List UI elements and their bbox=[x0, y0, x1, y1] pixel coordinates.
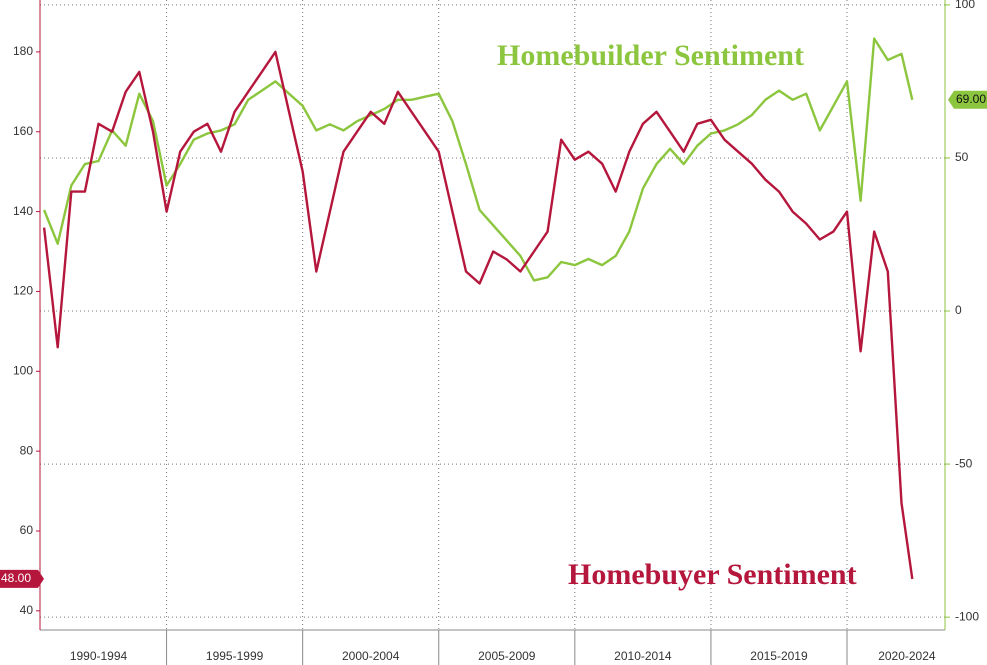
x-tick-label: 2020-2024 bbox=[878, 649, 936, 663]
value-tag bbox=[948, 90, 987, 109]
series-name: Homebuilder Sentiment bbox=[497, 39, 804, 72]
y-tick-label: 120 bbox=[13, 284, 33, 298]
y-tick-label: 80 bbox=[20, 443, 34, 457]
x-tick-label: 2000-2004 bbox=[342, 649, 400, 663]
series-name: Homebuyer Sentiment bbox=[568, 558, 857, 591]
series-line bbox=[42, 37, 914, 282]
y-tick-label: 180 bbox=[13, 44, 33, 58]
y-tick-label: 100 bbox=[13, 363, 33, 377]
y2-tick-label: 100 bbox=[955, 0, 975, 11]
y-tick-label: 140 bbox=[13, 204, 33, 218]
x-tick-label: 2010-2014 bbox=[614, 649, 672, 663]
y-tick-label: 60 bbox=[20, 523, 34, 537]
value-tag bbox=[0, 569, 44, 588]
y-tick-label: 40 bbox=[20, 603, 34, 617]
y2-tick-label: -100 bbox=[955, 609, 979, 623]
value-label: 69.00 bbox=[956, 92, 986, 106]
y-tick-label: 160 bbox=[13, 124, 33, 138]
series-line bbox=[42, 50, 914, 580]
x-tick-label: 1990-1994 bbox=[70, 649, 128, 663]
y2-tick-label: 50 bbox=[955, 150, 969, 164]
value-label: 48.00 bbox=[1, 571, 31, 585]
x-tick-label: 2005-2009 bbox=[478, 649, 536, 663]
y2-tick-label: -50 bbox=[955, 456, 973, 470]
y2-tick-label: 0 bbox=[955, 303, 962, 317]
x-tick-label: 1995-1999 bbox=[206, 649, 264, 663]
x-tick-label: 2015-2019 bbox=[750, 649, 808, 663]
